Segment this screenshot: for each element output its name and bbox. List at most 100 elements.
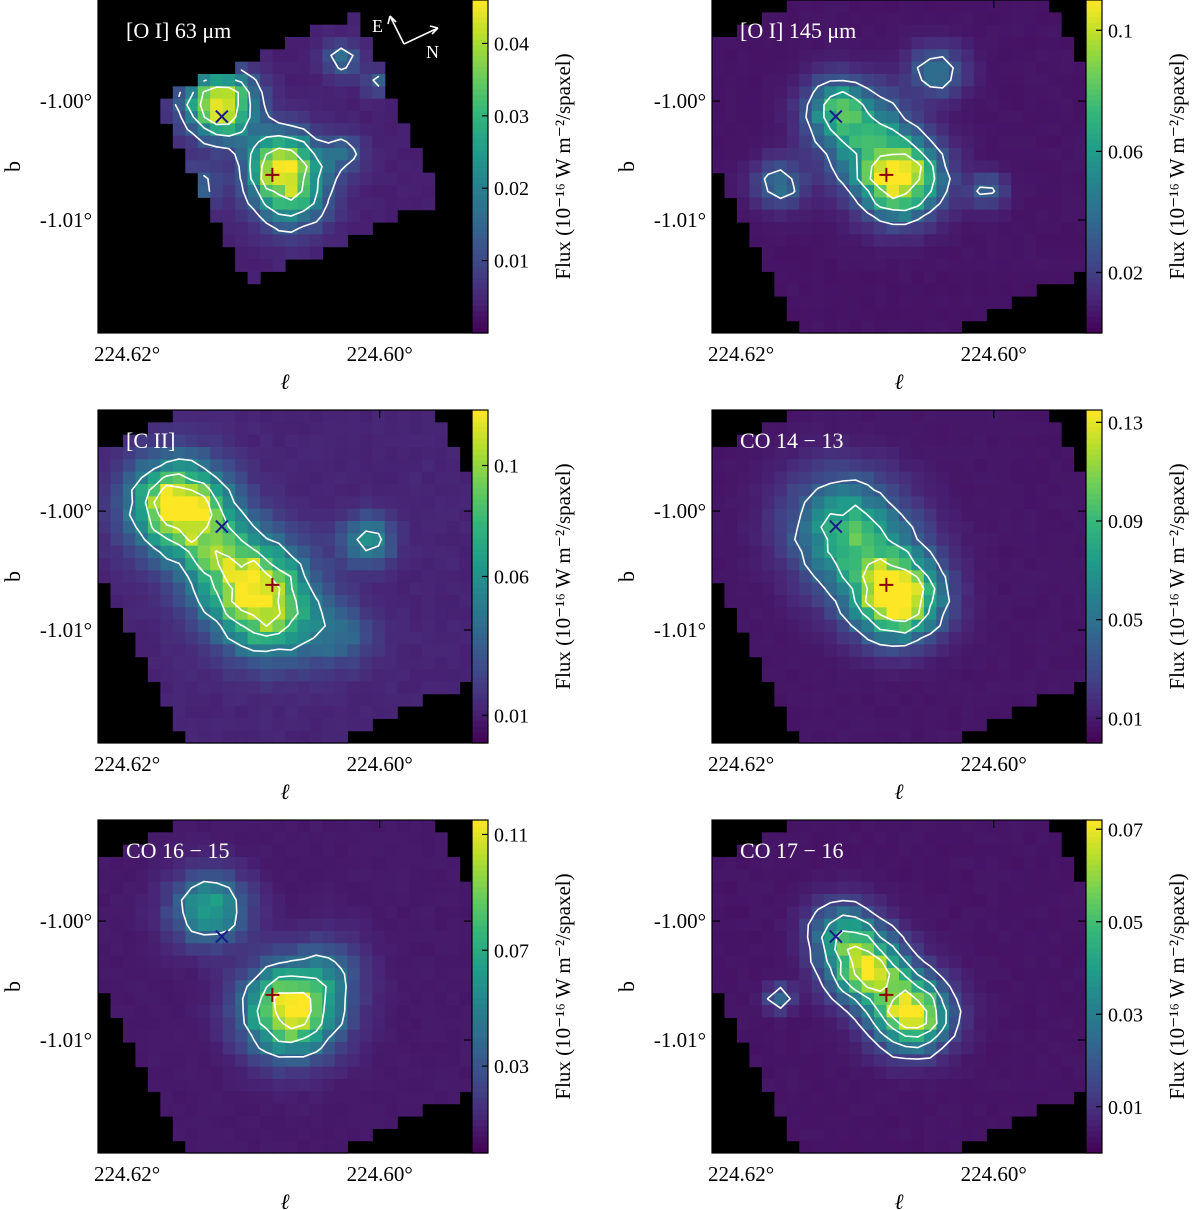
- map-pixel: [936, 49, 950, 63]
- map-pixel: [973, 148, 987, 161]
- map-pixel: [973, 545, 987, 559]
- map-pixel: [222, 410, 236, 423]
- map-pixel: [409, 1091, 423, 1105]
- map-pixel: [886, 111, 900, 124]
- colorbar-segment: [1086, 632, 1102, 639]
- map-pixel: [948, 656, 962, 670]
- map-pixel: [247, 459, 261, 473]
- map-pixel: [272, 820, 286, 833]
- map-pixel: [409, 644, 423, 658]
- map-pixel: [861, 320, 875, 334]
- map-pixel: [235, 172, 249, 186]
- colorbar-tick-label: 0.1: [1108, 20, 1133, 42]
- colorbar-segment: [1086, 726, 1102, 733]
- map-pixel: [961, 123, 975, 137]
- map-pixel: [1036, 148, 1050, 161]
- map-pixel: [1048, 1091, 1062, 1105]
- map-pixel: [761, 955, 775, 969]
- map-pixel: [434, 434, 448, 448]
- colorbar-segment: [1086, 731, 1102, 739]
- map-pixel: [986, 693, 1000, 707]
- map-pixel: [849, 49, 863, 63]
- map-pixel: [899, 718, 913, 732]
- colorbar-segment: [472, 11, 488, 18]
- map-pixel: [210, 484, 224, 497]
- map-pixel: [874, 135, 888, 149]
- map-pixel: [811, 283, 825, 297]
- map-pixel: [160, 881, 174, 895]
- map-pixel: [749, 24, 763, 38]
- map-pixel: [197, 570, 211, 584]
- map-pixel: [409, 632, 423, 645]
- map-pixel: [1073, 1054, 1087, 1068]
- map-pixel: [384, 185, 398, 198]
- map-pixel: [961, 447, 975, 460]
- colorbar-segment: [1086, 1091, 1102, 1099]
- map-pixel: [359, 894, 373, 907]
- colorbar-segment: [1086, 659, 1102, 666]
- map-pixel: [285, 1042, 299, 1055]
- map-pixel: [235, 832, 249, 846]
- map-pixel: [285, 558, 299, 571]
- map-pixel: [135, 931, 149, 944]
- map-pixel: [948, 49, 962, 63]
- map-pixel: [836, 1054, 850, 1068]
- map-pixel: [185, 656, 199, 670]
- map-pixel: [961, 160, 975, 174]
- map-pixel: [774, 283, 788, 297]
- map-pixel: [1048, 619, 1062, 633]
- map-pixel: [297, 49, 311, 63]
- map-pixel: [849, 1079, 863, 1092]
- map-pixel: [761, 1029, 775, 1043]
- map-pixel: [459, 656, 473, 670]
- colorbar-segment: [472, 825, 488, 832]
- map-pixel: [372, 86, 386, 100]
- map-pixel: [948, 12, 962, 26]
- map-pixel: [811, 496, 825, 510]
- map-pixel: [322, 844, 336, 858]
- map-pixel: [447, 1005, 461, 1018]
- map-pixel: [334, 918, 348, 932]
- colorbar-segment: [472, 66, 488, 73]
- map-pixel: [736, 471, 750, 485]
- map-pixel: [260, 209, 274, 223]
- map-pixel: [185, 968, 199, 981]
- map-pixel: [185, 521, 199, 534]
- map-pixel: [973, 595, 987, 608]
- map-pixel: [172, 644, 186, 658]
- map-pixel: [110, 881, 124, 895]
- map-pixel: [948, 271, 962, 285]
- map-pixel: [749, 74, 763, 87]
- map-pixel: [874, 656, 888, 670]
- map-pixel: [961, 918, 975, 932]
- map-pixel: [409, 832, 423, 846]
- colorbar-segment: [472, 188, 488, 195]
- map-pixel: [973, 172, 987, 186]
- map-pixel: [986, 1005, 1000, 1018]
- map-pixel: [986, 222, 1000, 235]
- map-pixel: [1061, 484, 1075, 497]
- map-pixel: [222, 222, 236, 235]
- map-pixel: [961, 1029, 975, 1043]
- map-pixel: [359, 148, 373, 161]
- map-pixel: [948, 881, 962, 895]
- map-pixel: [1048, 955, 1062, 969]
- map-pixel: [948, 61, 962, 75]
- map-pixel: [899, 619, 913, 633]
- map-pixel: [861, 123, 875, 137]
- map-pixel: [359, 123, 373, 137]
- map-pixel: [911, 296, 925, 309]
- map-pixel: [422, 632, 436, 645]
- map-pixel: [309, 644, 323, 658]
- map-pixel: [359, 1091, 373, 1105]
- map-pixel: [222, 869, 236, 883]
- colorbar-segment: [1086, 1069, 1102, 1076]
- map-pixel: [197, 918, 211, 932]
- map-pixel: [936, 271, 950, 285]
- map-pixel: [334, 123, 348, 137]
- map-pixel: [309, 49, 323, 63]
- map-pixel: [422, 644, 436, 658]
- map-pixel: [247, 918, 261, 932]
- map-pixel: [222, 135, 236, 149]
- y-tick-label: -1.01°: [654, 618, 706, 642]
